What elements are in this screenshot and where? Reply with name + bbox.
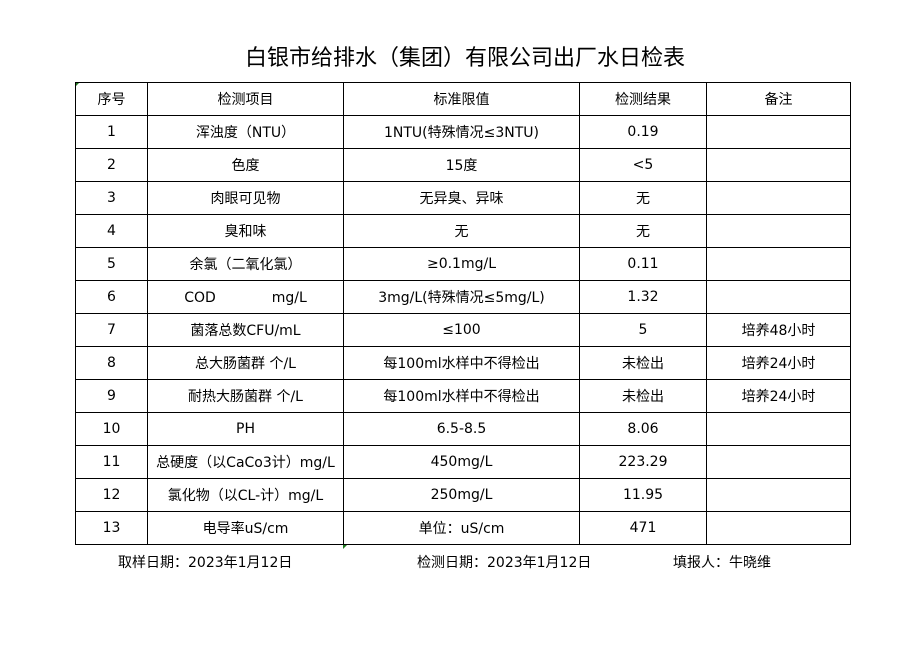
cell-index[interactable]: 5 (75, 247, 148, 281)
cell-limit[interactable]: 3mg/L(特殊情况≤5mg/L) (343, 280, 580, 314)
cell-result[interactable]: 未检出 (579, 379, 707, 413)
cell-note[interactable] (706, 214, 851, 248)
cell-result[interactable]: 无 (579, 181, 707, 215)
table-row: 8 总大肠菌群 个/L 每100ml水样中不得检出 未检出 培养24小时 (75, 346, 851, 380)
cell-result[interactable]: 8.06 (579, 412, 707, 446)
cell-note[interactable] (706, 412, 851, 446)
cell-note[interactable] (706, 181, 851, 215)
cell-note[interactable]: 培养48小时 (706, 313, 851, 347)
cell-index[interactable]: 8 (75, 346, 148, 380)
cell-note[interactable] (706, 511, 851, 545)
cell-item[interactable]: PH (147, 412, 344, 446)
cell-note[interactable] (706, 478, 851, 512)
table-row: 4 臭和味无无 (75, 214, 851, 248)
cell-limit[interactable]: ≤100 (343, 313, 580, 347)
cell-index[interactable]: 7 (75, 313, 148, 347)
cell-note[interactable] (706, 115, 851, 149)
cell-result[interactable]: 5 (579, 313, 707, 347)
cell-index[interactable]: 11 (75, 445, 148, 479)
cell-item[interactable]: 臭和味 (147, 214, 344, 248)
cell-index[interactable]: 10 (75, 412, 148, 446)
cell-note[interactable]: 培养24小时 (706, 346, 851, 380)
cell-note[interactable] (706, 247, 851, 281)
table-row: 11 总硬度（以CaCo3计）mg/L 450mg/L 223.29 (75, 445, 851, 479)
cell-item[interactable]: 浑浊度（NTU） (147, 115, 344, 149)
inspection-table: 序号 检测项目 标准限值 检测结果 备注 1 浑浊度（NTU） 1NTU(特殊情况≤… (75, 82, 851, 545)
cell-item[interactable]: COD mg/L (147, 280, 344, 314)
cell-limit[interactable]: 250mg/L (343, 478, 580, 512)
cell-result[interactable]: 1.32 (579, 280, 707, 314)
table-row: 10 PH 6.5-8.5 8.06 (75, 412, 851, 446)
cell-limit[interactable]: 450mg/L (343, 445, 580, 479)
cell-limit[interactable]: 1NTU(特殊情况≤3NTU) (343, 115, 580, 149)
cell-index[interactable]: 12 (75, 478, 148, 512)
cell-item[interactable]: 电导率uS/cm (147, 511, 344, 545)
cell-item[interactable]: 总大肠菌群 个/L (147, 346, 344, 380)
cell-limit[interactable]: 单位：uS/cm (343, 511, 580, 545)
header-cell[interactable]: 检测项目 (147, 82, 344, 116)
header-cell[interactable]: 标准限值 (343, 82, 580, 116)
cell-item[interactable]: 色度 (147, 148, 344, 182)
page-title: 白银市给排水（集团）有限公司出厂水日检表 (244, 46, 685, 71)
table-header-row: 序号 检测项目 标准限值 检测结果 备注 (75, 82, 851, 116)
cell-limit[interactable]: 无 (343, 214, 580, 248)
cell-index[interactable]: 6 (75, 280, 148, 314)
cell-index[interactable]: 4 (75, 214, 148, 248)
table-row: 2 色度 15度 <5 (75, 148, 851, 182)
cell-limit[interactable]: 每100ml水样中不得检出 (343, 379, 580, 413)
cell-item[interactable]: 氯化物（以CL-计）mg/L (147, 478, 344, 512)
table-row: 3 肉眼可见物 无异臭、异味无 (75, 181, 851, 215)
cell-item[interactable]: 总硬度（以CaCo3计）mg/L (147, 445, 344, 479)
test-date: 检测日期：2023年1月12日 (417, 555, 592, 571)
cell-result[interactable]: 0.11 (579, 247, 707, 281)
cell-index[interactable]: 9 (75, 379, 148, 413)
cell-item[interactable]: 菌落总数CFU/mL (147, 313, 344, 347)
cell-index[interactable]: 2 (75, 148, 148, 182)
cell-limit[interactable]: 6.5-8.5 (343, 412, 580, 446)
cell-index[interactable]: 13 (75, 511, 148, 545)
table-row: 12 氯化物（以CL-计）mg/L 250mg/L 11.95 (75, 478, 851, 512)
cell-item[interactable]: 余氯（二氧化氯） (147, 247, 344, 281)
cell-result[interactable]: 未检出 (579, 346, 707, 380)
table-row: 1 浑浊度（NTU） 1NTU(特殊情况≤3NTU) 0.19 (75, 115, 851, 149)
cell-limit[interactable]: 每100ml水样中不得检出 (343, 346, 580, 380)
cell-result[interactable]: 11.95 (579, 478, 707, 512)
cell-index[interactable]: 1 (75, 115, 148, 149)
cell-result[interactable]: 0.19 (579, 115, 707, 149)
cell-limit[interactable]: 15度 (343, 148, 580, 182)
sampling-date: 取样日期：2023年1月12日 (118, 555, 293, 571)
cell-item[interactable]: 耐热大肠菌群 个/L (147, 379, 344, 413)
cell-result[interactable]: 471 (579, 511, 707, 545)
cell-result[interactable]: 223.29 (579, 445, 707, 479)
cell-item[interactable]: 肉眼可见物 (147, 181, 344, 215)
reporter: 填报人：牛晓维 (673, 555, 771, 571)
cell-limit[interactable]: ≥0.1mg/L (343, 247, 580, 281)
table-row: 9 耐热大肠菌群 个/L 每100ml水样中不得检出 未检出 培养24小时 (75, 379, 851, 413)
cell-result[interactable]: 无 (579, 214, 707, 248)
table-row: 5 余氯（二氧化氯） ≥0.1mg/L 0.11 (75, 247, 851, 281)
cell-note[interactable] (706, 148, 851, 182)
cell-limit[interactable]: 无异臭、异味 (343, 181, 580, 215)
table-row: 7 菌落总数CFU/mL ≤100 5 培养48小时 (75, 313, 851, 347)
table-row: 6 COD mg/L 3mg/L(特殊情况≤5mg/L) 1.32 (75, 280, 851, 314)
cell-marker-icon (343, 544, 348, 549)
header-cell[interactable]: 备注 (706, 82, 851, 116)
header-cell[interactable]: 序号 (75, 82, 148, 116)
table-row: 13 电导率uS/cm 单位：uS/cm 471 (75, 511, 851, 545)
header-cell[interactable]: 检测结果 (579, 82, 707, 116)
cell-index[interactable]: 3 (75, 181, 148, 215)
cell-note[interactable] (706, 445, 851, 479)
cell-note[interactable] (706, 280, 851, 314)
cell-result[interactable]: <5 (579, 148, 707, 182)
cell-note[interactable]: 培养24小时 (706, 379, 851, 413)
